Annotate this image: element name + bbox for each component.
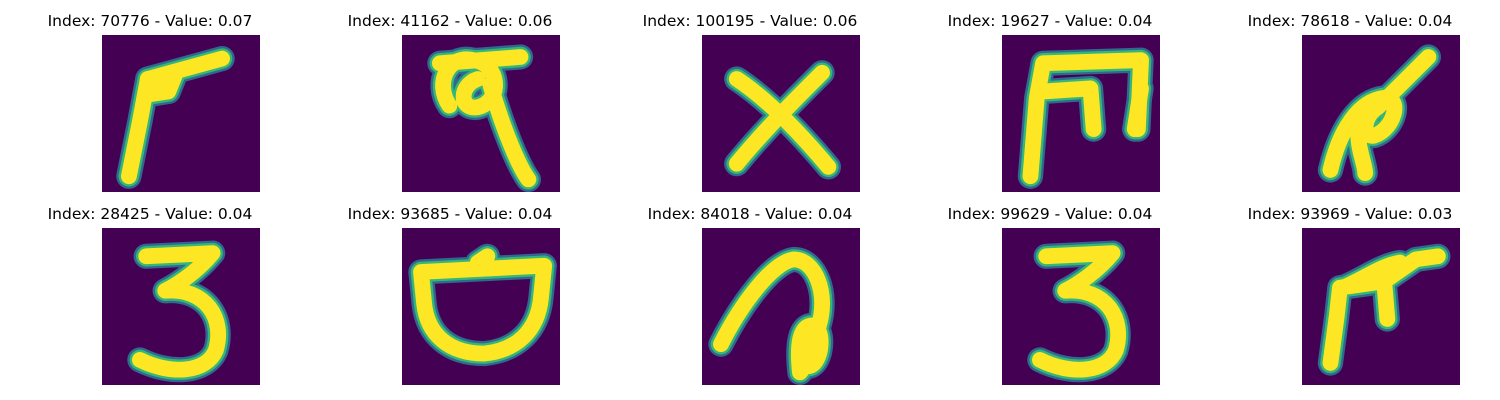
glyph-hook-stroke-drawing: [102, 35, 260, 192]
image-panel: Index: 100195 - Value: 0.06: [600, 0, 900, 195]
image-title: Index: 84018 - Value: 0.04: [600, 205, 900, 223]
image-title: Index: 99629 - Value: 0.04: [900, 205, 1200, 223]
glyph-stroke: [478, 256, 487, 262]
image-title: Index: 70776 - Value: 0.07: [0, 12, 300, 30]
glyph-loop-tail-drawing: [402, 35, 560, 192]
glyph-m-drawing: [1002, 35, 1160, 192]
glyph-stroke: [1135, 88, 1141, 129]
image-title: Index: 19627 - Value: 0.04: [900, 12, 1200, 30]
image-title: Index: 100195 - Value: 0.06: [600, 12, 900, 30]
glyph-hook-pi-drawing: [1302, 228, 1460, 385]
image-panel: Index: 78618 - Value: 0.04: [1200, 0, 1500, 195]
image-title: Index: 28425 - Value: 0.04: [0, 205, 300, 223]
glyph-stroke: [148, 76, 175, 95]
image-title: Index: 78618 - Value: 0.04: [1200, 12, 1500, 30]
glyph-curl-drawing: [1302, 35, 1460, 192]
digit-image: [1002, 35, 1160, 192]
digit-image: [1302, 35, 1460, 192]
glyph-stroke: [440, 57, 521, 63]
image-panel: Index: 19627 - Value: 0.04: [900, 0, 1200, 195]
digit-image: [102, 228, 260, 385]
glyph-loop-n-drawing: [702, 228, 860, 385]
glyph-x-drawing: [702, 35, 860, 192]
digit-image: [402, 35, 560, 192]
image-panel: Index: 93969 - Value: 0.03: [1200, 193, 1500, 388]
image-title: Index: 93969 - Value: 0.03: [1200, 205, 1500, 223]
image-panel: Index: 41162 - Value: 0.06: [300, 0, 600, 195]
image-title: Index: 41162 - Value: 0.06: [300, 12, 600, 30]
glyph-three-drawing: [1002, 228, 1160, 385]
image-panel: Index: 99629 - Value: 0.04: [900, 193, 1200, 388]
digit-image: [702, 35, 860, 192]
image-panel: Index: 28425 - Value: 0.04: [0, 193, 300, 388]
glyph-three-drawing: [102, 228, 260, 385]
digit-image: [402, 228, 560, 385]
digit-image: [1302, 228, 1460, 385]
digit-image: [1002, 228, 1160, 385]
image-panel: Index: 93685 - Value: 0.04: [300, 193, 600, 388]
glyph-stroke: [1358, 126, 1365, 173]
glyph-bowl-drawing: [402, 228, 560, 385]
image-panel: Index: 84018 - Value: 0.04: [600, 193, 900, 388]
digit-image: [702, 228, 860, 385]
image-title: Index: 93685 - Value: 0.04: [300, 205, 600, 223]
image-panel: Index: 70776 - Value: 0.07: [0, 0, 300, 195]
digit-image: [102, 35, 260, 192]
glyph-stroke: [1043, 88, 1094, 129]
glyph-stroke: [1384, 281, 1387, 319]
